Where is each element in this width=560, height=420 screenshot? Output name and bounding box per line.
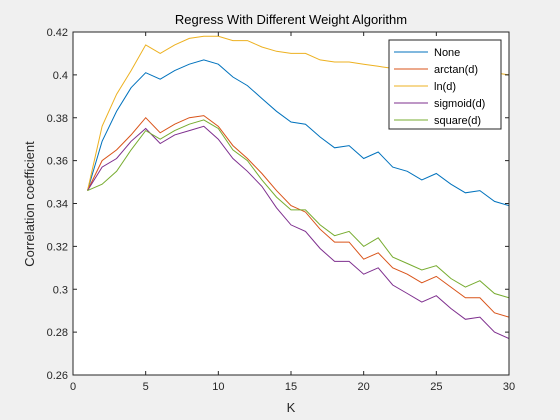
x-tick-label: 25: [430, 381, 442, 393]
series-line-3: [87, 125, 510, 340]
y-axis-ticks: 0.26 0.28 0.3 0.32 0.34 0.36 0.38 0.4 0.42: [47, 27, 509, 382]
y-tick-label: 0.4: [53, 70, 68, 82]
series-line-4: [87, 119, 510, 299]
legend-label-0: None: [434, 47, 460, 59]
legend-label-2: ln(d): [434, 81, 456, 93]
x-tick-label: 30: [503, 381, 515, 393]
x-tick-label: 5: [143, 381, 149, 393]
x-axis-label: K: [287, 400, 296, 415]
legend: None arctan(d) ln(d) sigmoid(d) square(d): [388, 39, 502, 130]
series-line-0: [87, 59, 510, 207]
y-tick-label: 0.38: [47, 113, 68, 125]
legend-label-3: sigmoid(d): [434, 98, 485, 110]
x-tick-label: 10: [212, 381, 224, 393]
x-tick-label: 15: [285, 381, 297, 393]
y-tick-label: 0.26: [47, 370, 68, 382]
legend-label-4: square(d): [434, 115, 481, 127]
legend-label-1: arctan(d): [434, 64, 478, 76]
chart-title: Regress With Different Weight Algorithm: [175, 12, 407, 27]
x-tick-label: 20: [358, 381, 370, 393]
y-tick-label: 0.34: [47, 199, 68, 211]
x-axis-ticks: 0 5 10 15 20 25 30: [70, 32, 515, 393]
y-tick-label: 0.32: [47, 241, 68, 253]
legend-box: [388, 39, 502, 130]
x-tick-label: 0: [70, 381, 76, 393]
y-tick-label: 0.36: [47, 156, 68, 168]
series-line-1: [87, 115, 510, 318]
y-tick-label: 0.28: [47, 327, 68, 339]
y-axis-label: Correlation coefficient: [22, 141, 37, 267]
y-tick-label: 0.3: [53, 284, 68, 296]
y-tick-label: 0.42: [47, 27, 68, 39]
